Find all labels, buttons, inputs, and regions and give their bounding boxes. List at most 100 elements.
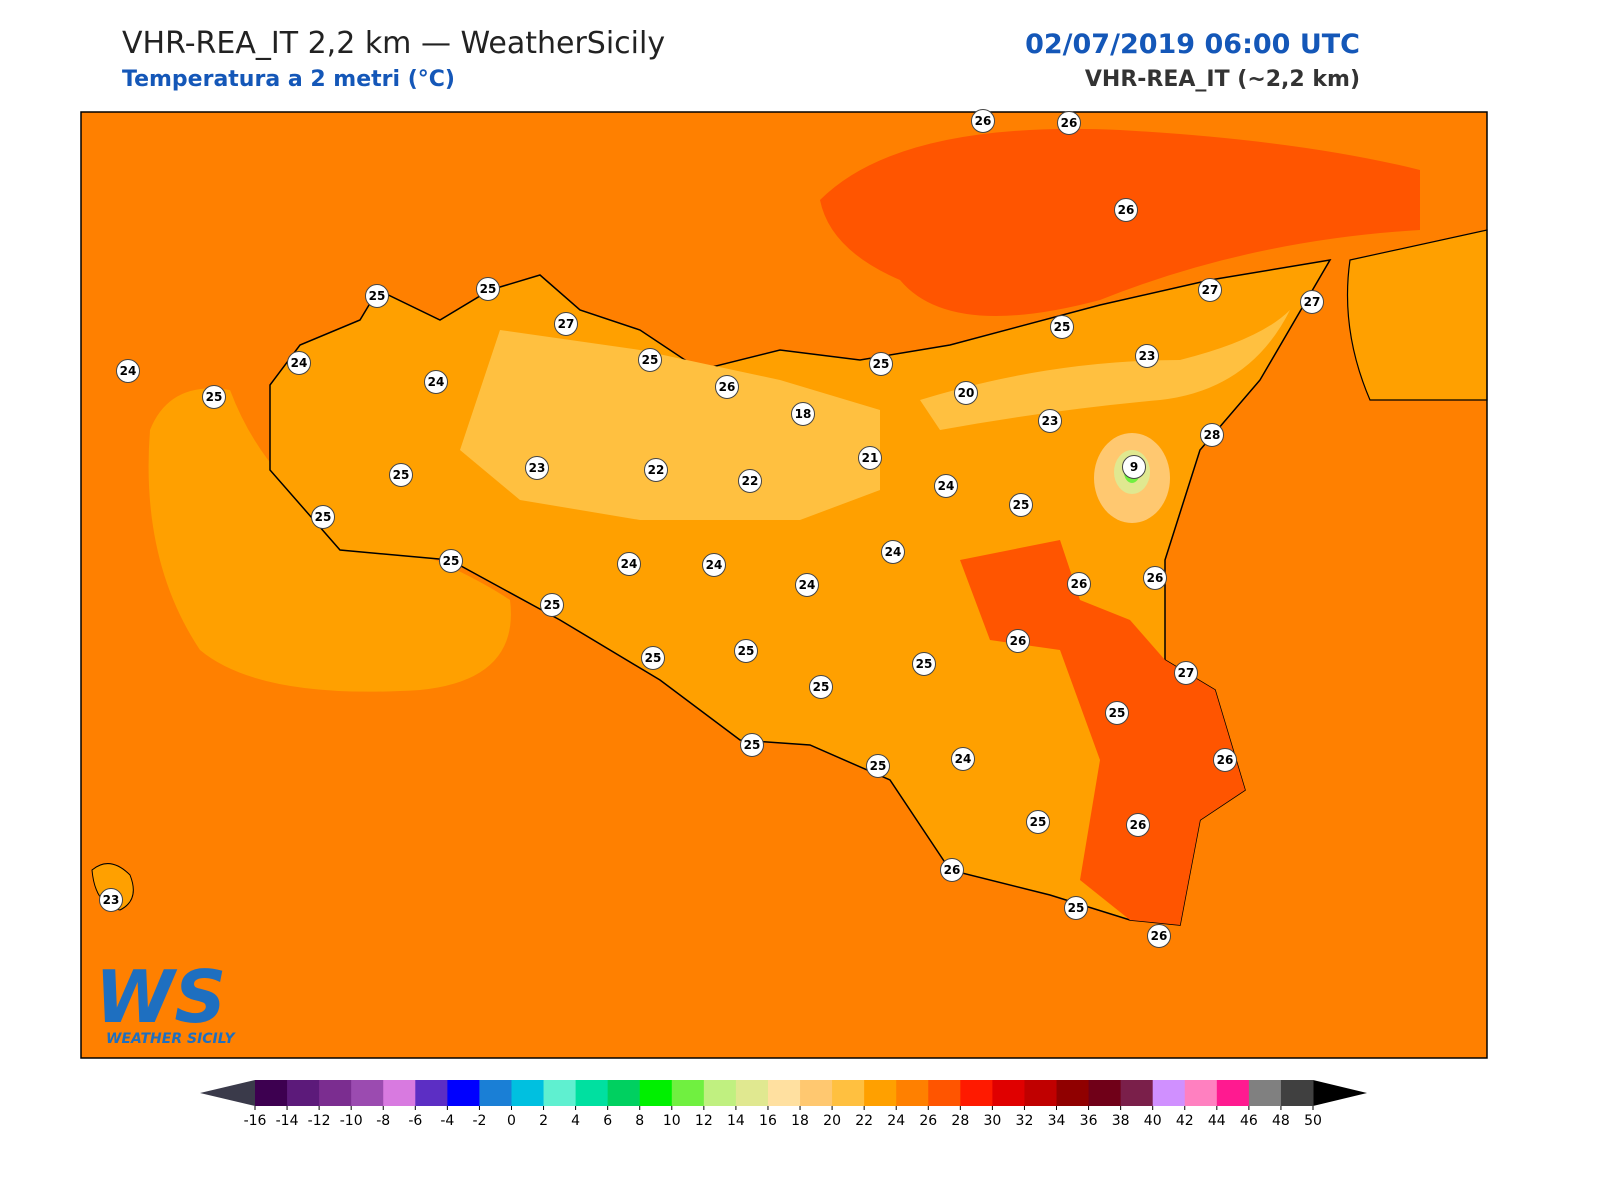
station-value: 25 (480, 282, 497, 296)
station: 23 (1135, 344, 1159, 368)
colorbar-cell (1280, 1080, 1314, 1106)
station: 25 (866, 754, 890, 778)
colorbar-cell (800, 1080, 833, 1106)
station: 27 (1198, 278, 1222, 302)
station-value: 25 (206, 390, 223, 404)
colorbar-tick-label: 20 (823, 1113, 841, 1129)
station: 25 (1050, 315, 1074, 339)
station-marker (1009, 493, 1033, 517)
station-value: 25 (443, 554, 460, 568)
station: 25 (540, 593, 564, 617)
station-value: 25 (1013, 498, 1030, 512)
station-marker (389, 463, 413, 487)
station-value: 27 (1304, 295, 1321, 309)
station: 25 (1064, 896, 1088, 920)
station-marker (1122, 455, 1146, 479)
station-marker (311, 505, 335, 529)
station-value: 24 (799, 578, 816, 592)
station-marker (738, 469, 762, 493)
station-marker (702, 553, 726, 577)
colorbar-tick-label: -4 (440, 1113, 454, 1129)
colorbar-cell (767, 1080, 801, 1106)
station-marker (795, 573, 819, 597)
station-value: 25 (393, 468, 410, 482)
station-marker (869, 352, 893, 376)
station-marker (951, 747, 975, 771)
colorbar-cell (447, 1080, 480, 1106)
colorbar-cell (1120, 1080, 1154, 1106)
station-value: 25 (1109, 706, 1126, 720)
title: VHR-REA_IT 2,2 km — WeatherSicily (122, 26, 665, 61)
station-marker (617, 552, 641, 576)
datetime: 02/07/2019 06:00 UTC (1025, 29, 1360, 60)
station-value: 25 (744, 738, 761, 752)
colorbar-tick-label: 44 (1208, 1113, 1226, 1129)
station-marker (365, 284, 389, 308)
station-marker (1135, 344, 1159, 368)
station: 26 (940, 858, 964, 882)
station-marker (116, 359, 140, 383)
station-value: 26 (1010, 634, 1027, 648)
station-value: 23 (1042, 414, 1059, 428)
station-value: 23 (1139, 349, 1156, 363)
colorbar-tick-label: 34 (1048, 1113, 1066, 1129)
colorbar-tick-label: 26 (919, 1113, 937, 1129)
colorbar-cell (735, 1080, 769, 1106)
station-marker (641, 646, 665, 670)
station-value: 25 (1054, 320, 1071, 334)
colorbar-cell (1184, 1080, 1218, 1106)
station-marker (439, 549, 463, 573)
station-marker (1174, 661, 1198, 685)
station: 20 (954, 381, 978, 405)
colorbar-tick-label: -10 (340, 1113, 363, 1129)
colorbar-cell (351, 1080, 384, 1106)
station: 27 (1300, 290, 1324, 314)
colorbar-tick-label: 12 (695, 1113, 713, 1129)
station-marker (1105, 701, 1129, 725)
colorbar-cell (479, 1080, 512, 1106)
station-value: 25 (813, 680, 830, 694)
station: 24 (116, 359, 140, 383)
station-marker (1200, 423, 1224, 447)
station: 21 (858, 446, 882, 470)
station-value: 18 (795, 407, 812, 421)
colorbar-tick-label: 32 (1016, 1113, 1034, 1129)
colorbar-cell (703, 1080, 737, 1106)
station-value: 24 (428, 375, 445, 389)
colorbar-tick-label: -14 (276, 1113, 299, 1129)
colorbar-tick-label: 38 (1112, 1113, 1130, 1129)
colorbar-tick-label: 42 (1176, 1113, 1194, 1129)
station-marker (940, 858, 964, 882)
station-value: 23 (103, 893, 120, 907)
station-value: 20 (958, 386, 975, 400)
station: 26 (1143, 566, 1167, 590)
colorbar-tick-label: 10 (663, 1113, 681, 1129)
station: 25 (365, 284, 389, 308)
station-marker (881, 540, 905, 564)
colorbar-cell (928, 1080, 961, 1106)
station-marker (1026, 810, 1050, 834)
station-value: 25 (315, 510, 332, 524)
station: 28 (1200, 423, 1224, 447)
station-value: 26 (1071, 577, 1088, 591)
station-value: 24 (291, 356, 308, 370)
colorbar: -16 -14 -12 -10 -8 -6 -4 -2 0 2 4 6 8 10 12 14 16 18 20 22 2… (200, 1080, 1367, 1129)
colorbar-tick-label: 8 (635, 1113, 644, 1129)
station: 25 (476, 277, 500, 301)
station-marker (866, 754, 890, 778)
colorbar-cell (1248, 1080, 1282, 1106)
station-value: 24 (885, 545, 902, 559)
station-value: 22 (648, 463, 665, 477)
station: 25 (1026, 810, 1050, 834)
station-value: 24 (621, 557, 638, 571)
colorbar-under (200, 1080, 255, 1106)
station-marker (1213, 748, 1237, 772)
sea-cool-area (148, 388, 511, 692)
station: 27 (554, 312, 578, 336)
station: 24 (702, 553, 726, 577)
station-marker (791, 402, 815, 426)
colorbar-tick-label: -16 (244, 1113, 267, 1129)
station-value: 26 (1061, 116, 1078, 130)
station: 24 (795, 573, 819, 597)
colorbar-cell (1216, 1080, 1250, 1106)
